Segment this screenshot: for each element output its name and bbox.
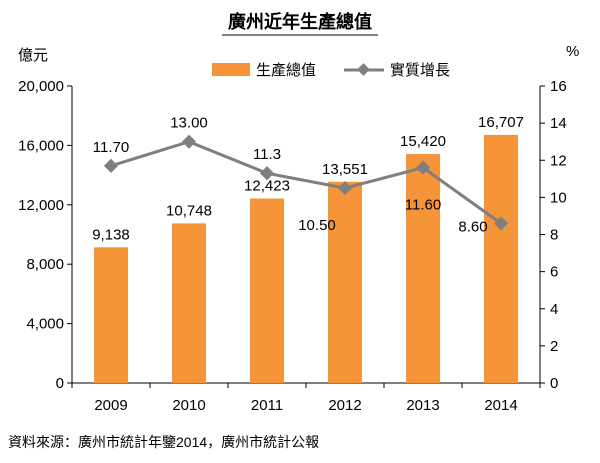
bar-value-label: 10,748: [166, 202, 212, 219]
right-tick-label: 4: [550, 301, 558, 318]
legend: 生產總值 實質增長: [212, 61, 450, 79]
legend-label-line: 實質增長: [390, 61, 450, 79]
data-labels: 9,138 10,748 12,423 13,551 15,420 16,707 11.70…: [92, 114, 524, 243]
x-tick-label: 2009: [94, 397, 127, 414]
right-tick-label: 6: [550, 264, 558, 281]
growth-point-2009: [103, 158, 119, 173]
x-tick-label: 2013: [406, 397, 439, 414]
left-tick-label: 16,000: [18, 137, 64, 154]
x-tick-label: 2012: [328, 397, 361, 414]
bar-2012: [328, 181, 362, 383]
growth-value-label: 13.00: [170, 115, 208, 132]
bar-2010: [172, 223, 206, 383]
x-tick-label: 2010: [172, 397, 205, 414]
growth-value-label: 11.60: [405, 197, 441, 214]
left-axis-unit: 億元: [18, 47, 48, 64]
growth-line: [103, 134, 509, 231]
growth-value-label: 10.50: [298, 217, 336, 234]
left-tick-label: 4,000: [26, 316, 64, 333]
axes: 0 4,000 8,000 12,000 16,000 20,000 0 2 4 6 8 10 12 14…: [18, 78, 567, 414]
bar-2011: [250, 198, 284, 383]
growth-polyline: [110, 140, 502, 225]
right-tick-label: 14: [550, 115, 567, 132]
left-tick-label: 8,000: [26, 256, 64, 273]
bars: [94, 134, 518, 383]
x-tick-label: 2014: [484, 397, 517, 414]
growth-point-2012: [337, 181, 353, 196]
source-note: 資料來源：廣州市統計年鑒2014，廣州市統計公報: [8, 434, 319, 450]
right-tick-label: 10: [550, 189, 567, 206]
right-tick-label: 0: [550, 375, 558, 392]
right-tick-label: 8: [550, 227, 558, 244]
bar-value-label: 9,138: [92, 226, 130, 243]
growth-point-2010: [181, 134, 197, 149]
growth-value-label: 11.70: [93, 139, 129, 156]
bar-value-label: 15,420: [400, 133, 446, 150]
chart-title: 廣州近年生產總值: [228, 11, 372, 32]
growth-value-label: 11.3: [253, 146, 281, 163]
growth-value-label: 8.60: [458, 218, 487, 235]
legend-label-bar: 生產總值: [256, 61, 316, 79]
legend-swatch-bar: [212, 63, 250, 76]
bar-2014: [484, 134, 518, 383]
legend-swatch-marker: [357, 63, 370, 76]
bar-value-label: 16,707: [478, 114, 524, 131]
right-tick-label: 2: [550, 338, 558, 355]
left-tick-label: 20,000: [18, 78, 64, 95]
right-axis-unit: %: [566, 43, 579, 60]
bar-2013: [406, 154, 440, 383]
bar-value-label: 13,551: [322, 161, 368, 178]
right-tick-label: 12: [550, 152, 567, 169]
growth-point-2011: [259, 166, 275, 181]
bar-value-label: 12,423: [244, 178, 290, 195]
left-tick-label: 0: [56, 375, 64, 392]
left-tick-label: 12,000: [18, 197, 64, 214]
growth-point-2014: [493, 216, 509, 231]
growth-point-2013: [415, 160, 431, 175]
x-tick-label: 2011: [251, 397, 283, 414]
right-tick-label: 16: [550, 78, 567, 95]
bar-2009: [94, 247, 128, 383]
